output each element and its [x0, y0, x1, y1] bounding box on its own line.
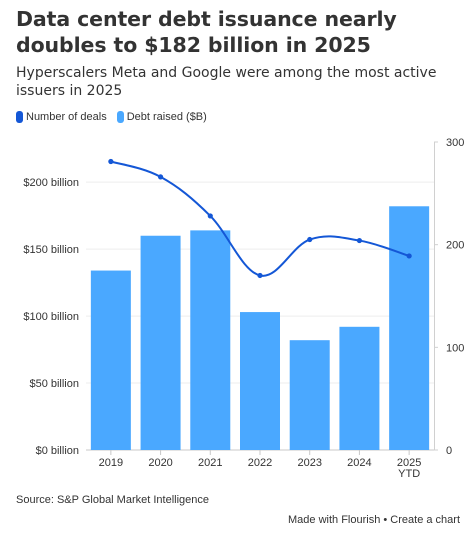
x-tick-label: 2025: [397, 457, 421, 469]
bar-2019: [90, 270, 131, 450]
deals-point-2021: [207, 213, 213, 219]
bar-2020: [140, 235, 181, 450]
y-right-tick-label: 300: [446, 137, 464, 149]
deals-point-2025-YTD: [406, 253, 412, 259]
footer-separator: •: [380, 514, 391, 526]
bar-2024: [339, 326, 380, 450]
deals-point-2022: [257, 272, 263, 279]
y-right-tick-label: 0: [446, 445, 452, 457]
bar-series: [90, 206, 430, 450]
bar-2022: [240, 312, 280, 450]
chart-title: Data center debt issuance nearly doubles…: [16, 7, 397, 57]
y-left-tick-label: $100 billion: [23, 311, 79, 323]
x-tick-label: 2022: [248, 457, 272, 469]
y-right-tick-label: 100: [446, 342, 464, 354]
x-tick-label: 2021: [198, 457, 222, 469]
deals-point-2023: [307, 236, 313, 243]
y-axis-right: 0 100 200 300: [434, 137, 464, 457]
flourish-footer[interactable]: Made with Flourish • Create a chart: [288, 514, 460, 526]
bar-2021: [190, 230, 231, 450]
legend-item-deals[interactable]: Number of deals: [16, 111, 107, 123]
chart-subtitle: Hyperscalers Meta and Google were among …: [16, 65, 437, 99]
y-left-tick-label: $50 billion: [29, 378, 79, 390]
x-tick-label: 2019: [99, 457, 123, 469]
deals-point-2019: [108, 158, 114, 165]
y-left-tick-label: $0 billion: [36, 445, 79, 457]
legend-swatch-deals: [16, 111, 23, 123]
made-with-link[interactable]: Made with Flourish: [288, 514, 381, 526]
legend-label-deals: Number of deals: [26, 111, 107, 123]
x-tick-label: YTD: [398, 468, 420, 480]
line-series: [108, 158, 412, 279]
x-tick-label: 2020: [148, 457, 172, 469]
y-left-tick-label: $150 billion: [23, 244, 79, 256]
y-left-tick-label: $200 billion: [23, 177, 79, 189]
deals-point-2024: [356, 237, 363, 244]
y-right-tick-label: 200: [446, 240, 464, 252]
x-tick-label: 2023: [297, 457, 321, 469]
legend-label-debt: Debt raised ($B): [126, 111, 207, 123]
legend-swatch-debt: [116, 111, 124, 123]
source-note: Source: S&P Global Market Intelligence: [16, 494, 210, 506]
create-chart-link[interactable]: Create a chart: [390, 514, 460, 526]
x-tick-label: 2024: [347, 457, 371, 469]
bar-2023: [289, 340, 330, 450]
legend-item-debt[interactable]: Debt raised ($B): [116, 111, 207, 123]
deals-point-2020: [157, 174, 164, 180]
y-axis-left: $0 billion $50 billion $100 billion $150 bi…: [23, 177, 79, 457]
bar-2025-YTD: [389, 206, 430, 450]
legend: Number of deals Debt raised ($B): [16, 111, 207, 123]
